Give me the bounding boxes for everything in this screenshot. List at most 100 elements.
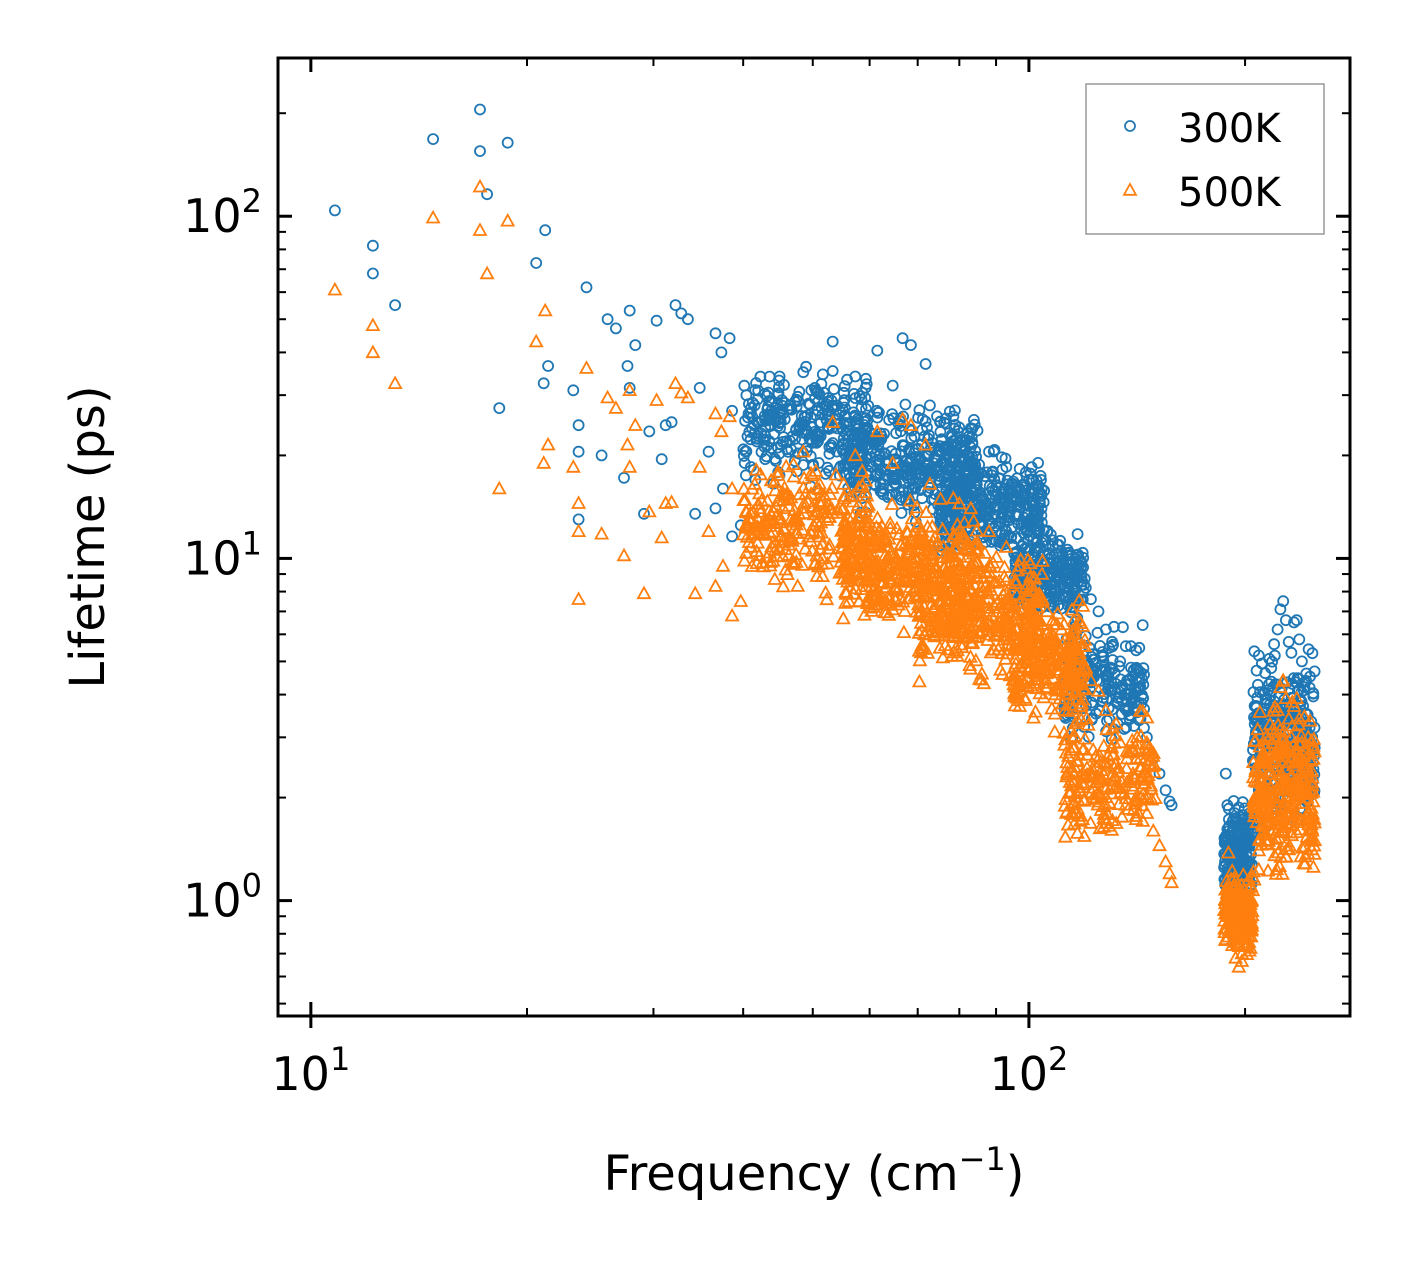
data-point <box>767 571 783 585</box>
data-point <box>1045 612 1061 626</box>
data-point <box>981 599 997 614</box>
data-point <box>983 480 996 492</box>
data-point <box>862 524 878 539</box>
data-point <box>818 584 834 599</box>
data-point <box>999 592 1015 607</box>
data-point <box>1062 784 1078 799</box>
data-point <box>1283 768 1299 783</box>
data-point <box>1274 603 1287 616</box>
data-point <box>773 374 785 387</box>
data-point <box>990 503 1002 516</box>
data-point <box>907 582 923 597</box>
data-point <box>1249 774 1265 788</box>
data-point <box>1237 925 1253 940</box>
data-point <box>869 587 885 602</box>
data-point <box>810 384 822 397</box>
data-point <box>969 599 985 614</box>
data-point <box>879 551 895 565</box>
data-point <box>571 495 587 509</box>
data-point <box>858 419 871 431</box>
data-point <box>1020 628 1036 643</box>
data-point <box>826 365 839 377</box>
data-point <box>763 395 775 407</box>
data-point <box>387 375 403 390</box>
data-point <box>917 626 933 641</box>
data-point <box>1125 741 1141 755</box>
data-point <box>914 622 930 637</box>
data-point <box>1019 578 1035 593</box>
data-point <box>1057 702 1073 716</box>
data-point <box>913 404 926 417</box>
data-point <box>1290 614 1303 627</box>
data-point <box>724 607 740 622</box>
data-point <box>796 433 809 446</box>
data-point <box>919 585 935 600</box>
data-point <box>1269 861 1285 876</box>
data-point <box>969 459 982 472</box>
data-point <box>665 416 678 429</box>
data-point <box>1067 580 1080 593</box>
data-point <box>881 607 897 621</box>
data-point <box>736 481 752 495</box>
data-point <box>858 472 874 487</box>
data-point <box>1228 873 1244 888</box>
data-point <box>1035 483 1048 495</box>
data-point <box>835 610 851 625</box>
data-point <box>972 614 988 628</box>
data-point <box>1277 595 1290 608</box>
data-point <box>1008 610 1024 625</box>
data-point <box>578 360 595 374</box>
data-point <box>964 623 980 637</box>
data-point <box>682 313 694 326</box>
data-point <box>909 499 925 514</box>
data-point <box>1218 892 1234 907</box>
data-point <box>1134 712 1147 725</box>
data-point <box>801 409 814 422</box>
data-point <box>1091 793 1107 808</box>
data-point <box>837 386 850 399</box>
data-point <box>1071 592 1087 607</box>
data-point <box>1011 500 1023 513</box>
data-point <box>900 538 916 553</box>
data-point <box>571 523 587 537</box>
data-point <box>934 521 951 536</box>
data-point <box>1304 822 1320 837</box>
data-point <box>934 425 947 438</box>
data-point <box>1011 558 1027 572</box>
data-point <box>1218 932 1234 946</box>
data-point <box>1235 866 1251 881</box>
data-point <box>1259 798 1275 813</box>
data-point <box>542 360 554 372</box>
data-point <box>1135 770 1151 784</box>
data-point <box>1044 584 1057 596</box>
data-point <box>786 468 802 483</box>
data-point <box>1294 734 1310 749</box>
data-point <box>794 417 807 430</box>
data-point <box>845 508 861 523</box>
data-point <box>1023 605 1039 619</box>
data-point <box>968 652 984 667</box>
data-point <box>777 407 790 420</box>
data-point <box>893 537 909 552</box>
data-point <box>748 543 765 557</box>
data-point <box>815 568 831 582</box>
data-point <box>913 605 929 619</box>
data-point <box>1298 681 1311 694</box>
data-point <box>982 559 998 573</box>
x-tick-label: 102 <box>989 1040 1068 1101</box>
data-point <box>1119 750 1135 765</box>
data-point <box>1066 564 1078 577</box>
data-point <box>1226 839 1239 852</box>
data-point <box>740 445 753 458</box>
data-point <box>837 439 850 451</box>
data-point <box>924 577 940 591</box>
data-point <box>1030 612 1046 626</box>
data-point <box>1246 797 1262 811</box>
data-point <box>788 513 805 527</box>
data-point <box>1085 593 1097 606</box>
data-point <box>641 503 657 518</box>
data-point <box>921 421 933 434</box>
data-point <box>966 436 979 449</box>
data-point <box>854 463 870 477</box>
data-point <box>1246 808 1262 823</box>
